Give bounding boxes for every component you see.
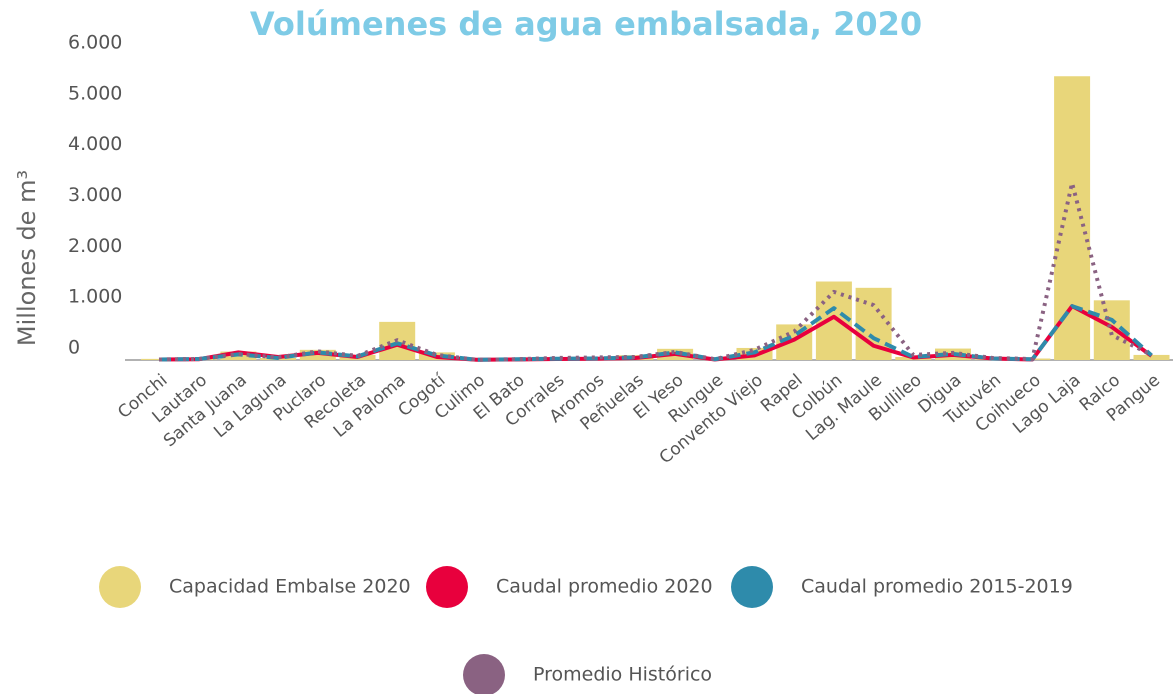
legend-marker bbox=[731, 566, 773, 608]
bar bbox=[1054, 76, 1091, 360]
line bbox=[158, 181, 1153, 362]
legend-marker bbox=[99, 566, 141, 608]
legend-label: Caudal promedio 2020 bbox=[496, 576, 713, 598]
y-tick-label: 5.000 bbox=[68, 82, 122, 104]
legend-label: Caudal promedio 2015-2019 bbox=[801, 576, 1073, 598]
legend-marker bbox=[426, 566, 468, 608]
legend-marker bbox=[463, 654, 505, 694]
bar bbox=[1133, 354, 1170, 360]
y-axis-label: Millones de m³ bbox=[13, 170, 41, 346]
y-tick-label: 6.000 bbox=[68, 32, 122, 54]
y-tick-label: 0 bbox=[68, 337, 80, 359]
bar bbox=[815, 281, 852, 360]
y-tick-label: 1.000 bbox=[68, 286, 122, 308]
chart-title: Volúmenes de agua embalsada, 2020 bbox=[250, 5, 922, 43]
y-tick-label: 2.000 bbox=[68, 235, 122, 257]
legend-label: Promedio Histórico bbox=[533, 664, 712, 686]
bar bbox=[299, 349, 336, 360]
y-tick-label: 3.000 bbox=[68, 184, 122, 206]
legend-label: Capacidad Embalse 2020 bbox=[169, 576, 411, 598]
line bbox=[158, 304, 1153, 362]
y-tick-label: 4.000 bbox=[68, 133, 122, 155]
